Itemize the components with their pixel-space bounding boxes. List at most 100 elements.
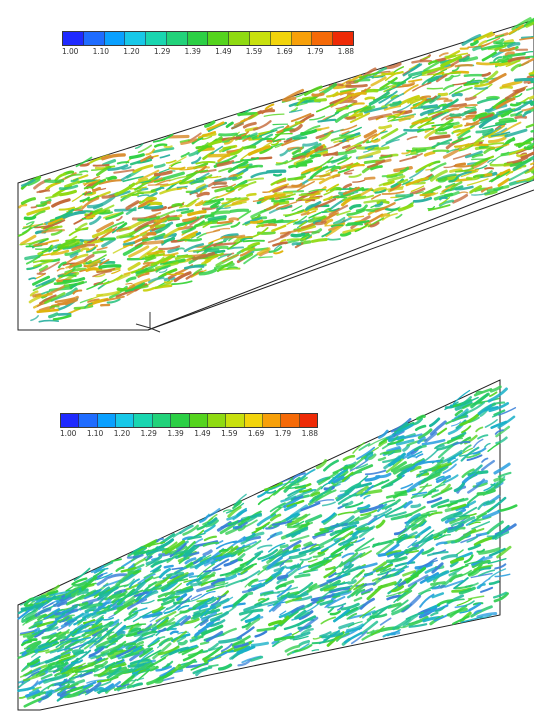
vortex-streak [90, 651, 110, 660]
vortex-streak [176, 208, 190, 212]
vortex-streak [242, 239, 265, 243]
vortex-streak [315, 220, 327, 226]
vortex-streak [440, 511, 463, 522]
vortex-streak [456, 125, 475, 137]
vortex-streak [286, 218, 299, 225]
top-vortex-structures [17, 17, 534, 323]
vortex-streak [368, 453, 377, 461]
vortex-streak [467, 543, 482, 551]
vortex-streak [442, 84, 455, 91]
vortex-streak [300, 113, 315, 124]
vortex-streak [182, 216, 197, 223]
vortex-streak [444, 579, 464, 588]
vortex-streak [257, 548, 279, 561]
vortex-streak [295, 197, 304, 201]
vortex-streak [484, 419, 498, 428]
vortex-streak [411, 59, 433, 64]
vortex-streak [456, 549, 464, 556]
vortex-streak [206, 585, 225, 593]
vortex-streak [336, 605, 344, 611]
vortex-streak [310, 238, 328, 243]
vortex-streak [236, 210, 252, 221]
vortex-streak [128, 245, 150, 258]
vortex-streak [211, 578, 226, 586]
vortex-streak [378, 566, 388, 572]
vortex-streak [285, 527, 309, 538]
vortex-streak [447, 598, 465, 604]
vortex-streak [529, 74, 534, 76]
vortex-streak [438, 52, 449, 57]
vortex-streak [259, 249, 270, 257]
vortex-streak [334, 149, 357, 156]
vortex-streak [96, 290, 121, 297]
vortex-streak [339, 87, 357, 93]
vortex-streak [122, 175, 144, 183]
vortex-streak [472, 45, 482, 52]
vortex-streak [85, 681, 102, 694]
vortex-streak [378, 124, 393, 130]
vortex-streak [179, 139, 191, 143]
vortex-streak [194, 538, 204, 545]
vortex-streak [178, 647, 194, 654]
vortex-streak [168, 175, 192, 182]
colorbar-tick: 1.20 [113, 429, 130, 438]
vortex-streak [207, 517, 218, 525]
vortex-streak [244, 579, 257, 588]
colorbar-swatch [333, 32, 353, 45]
vortex-streak [323, 207, 332, 213]
vortex-streak [371, 193, 381, 200]
vortex-streak [403, 500, 413, 509]
vortex-streak [302, 141, 319, 147]
vortex-streak [319, 576, 342, 587]
vortex-streak [444, 74, 454, 82]
vortex-streak [523, 145, 534, 151]
vortex-streak [407, 574, 429, 587]
vortex-streak [441, 121, 460, 132]
vortex-streak [94, 664, 104, 669]
vortex-streak [120, 173, 132, 181]
vortex-streak [52, 248, 61, 252]
vortex-streak [336, 486, 356, 502]
vortex-streak [42, 602, 54, 609]
vortex-streak [460, 170, 478, 178]
vortex-streak [370, 138, 381, 143]
vortex-streak [295, 92, 306, 98]
vortex-streak [182, 524, 199, 536]
vortex-streak [330, 135, 351, 142]
vortex-streak [71, 649, 82, 654]
vortex-streak [431, 592, 445, 599]
vortex-streak [334, 525, 355, 533]
vortex-streak [202, 199, 217, 206]
vortex-streak [123, 235, 140, 244]
vortex-streak [107, 164, 129, 172]
vortex-streak [354, 74, 369, 84]
vortex-streak [343, 631, 363, 644]
vortex-streak [424, 431, 438, 443]
vortex-streak [483, 482, 496, 492]
vortex-streak [378, 571, 389, 580]
vortex-streak [294, 573, 311, 579]
vortex-streak [44, 179, 65, 184]
vortex-streak [38, 601, 48, 611]
vortex-streak [151, 605, 164, 614]
vortex-streak [430, 162, 447, 172]
vortex-streak [97, 602, 108, 609]
vortex-streak [47, 661, 65, 667]
vortex-streak [333, 589, 350, 597]
vortex-streak [360, 620, 379, 635]
vortex-streak [392, 110, 408, 114]
vortex-streak [458, 191, 469, 194]
vortex-streak [290, 112, 312, 123]
vortex-streak [371, 625, 385, 636]
vortex-streak [349, 552, 366, 563]
vortex-streak [393, 166, 413, 173]
vortex-streak [381, 475, 403, 490]
vortex-streak [488, 72, 507, 85]
vortex-streak [169, 542, 187, 558]
vortex-streak [477, 434, 489, 440]
vortex-streak [191, 136, 204, 145]
vortex-streak [289, 564, 302, 570]
vortex-streak [29, 688, 39, 694]
vortex-streak [481, 71, 491, 77]
vortex-streak [389, 100, 402, 107]
